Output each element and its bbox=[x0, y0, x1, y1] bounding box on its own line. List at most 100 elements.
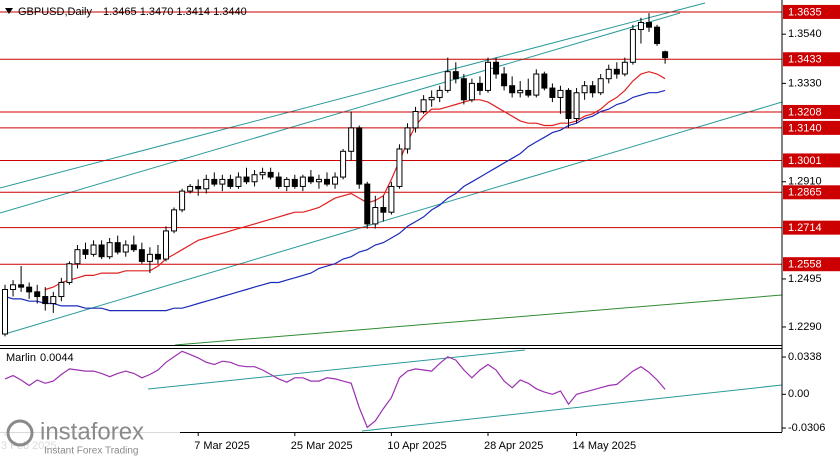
channel-line bbox=[0, 12, 681, 214]
watermark: instaforex Instant Forex Trading bbox=[0, 413, 180, 459]
moving-average bbox=[4, 89, 666, 312]
candle-body bbox=[517, 89, 524, 94]
candle-body bbox=[428, 96, 435, 101]
level-label-bg bbox=[783, 185, 840, 200]
candle-body bbox=[219, 178, 226, 185]
indicator-line bbox=[4, 350, 666, 429]
candle-body bbox=[557, 89, 564, 98]
candle-body bbox=[605, 68, 612, 80]
candle-body bbox=[436, 89, 443, 98]
candle-body bbox=[106, 242, 113, 258]
y-tick-label: 1.3540 bbox=[788, 28, 822, 40]
candle-body bbox=[396, 148, 403, 187]
candle-body bbox=[654, 26, 661, 45]
watermark-name: instaforex bbox=[40, 418, 144, 445]
level-label-bg bbox=[783, 104, 840, 119]
candle-body bbox=[509, 85, 516, 94]
candle-body bbox=[251, 174, 258, 183]
candles bbox=[2, 13, 669, 337]
level-label: 1.3433 bbox=[788, 54, 822, 66]
candle-body bbox=[195, 185, 202, 190]
x-tick-label: 7 Mar 2025 bbox=[194, 440, 250, 452]
candle-body bbox=[267, 171, 274, 178]
candle-body bbox=[227, 178, 234, 187]
candle-body bbox=[259, 171, 266, 176]
chart-subtitle: 1.3465 1.3470 1.3414 1.3440 bbox=[103, 6, 247, 18]
candle-body bbox=[18, 284, 25, 288]
candle-body bbox=[573, 92, 580, 120]
candle-body bbox=[243, 176, 250, 183]
candle-body bbox=[74, 249, 81, 265]
candle-body bbox=[597, 78, 604, 94]
candle-body bbox=[629, 29, 636, 63]
candle-body bbox=[26, 286, 33, 293]
chart-title: GBPUSD,Daily bbox=[18, 6, 92, 18]
candle-body bbox=[50, 296, 57, 305]
level-label: 1.3001 bbox=[788, 155, 822, 167]
candle-body bbox=[493, 61, 500, 75]
candle-body bbox=[138, 249, 145, 262]
level-label: 1.3208 bbox=[788, 106, 822, 118]
candle-body bbox=[380, 207, 387, 213]
candle-body bbox=[476, 82, 483, 91]
candle-body bbox=[549, 87, 556, 98]
candle-body bbox=[460, 78, 467, 101]
candle-body bbox=[372, 207, 379, 225]
candle-body bbox=[2, 288, 8, 335]
y-tick-label: -0.0306 bbox=[788, 422, 825, 434]
candle-body bbox=[324, 178, 330, 185]
y-tick-label: 0.0338 bbox=[788, 351, 822, 363]
candle-body bbox=[581, 85, 588, 94]
candle-body bbox=[420, 99, 427, 112]
level-label-bg bbox=[783, 52, 840, 67]
levels bbox=[0, 11, 782, 265]
candle-body bbox=[283, 178, 290, 187]
indicator-name: Marlin bbox=[6, 352, 36, 364]
candle-body bbox=[662, 51, 669, 59]
watermark-logo bbox=[6, 419, 34, 447]
candle-body bbox=[404, 127, 411, 150]
watermark-tagline: Instant Forex Trading bbox=[44, 446, 139, 457]
level-label-bg bbox=[783, 120, 840, 135]
x-tick-label: 10 Apr 2025 bbox=[387, 440, 446, 452]
candle-body bbox=[525, 89, 532, 96]
level-label-bg bbox=[783, 257, 840, 272]
candle-body bbox=[211, 178, 218, 185]
candle-body bbox=[444, 71, 451, 91]
candle-body bbox=[485, 61, 491, 91]
level-label: 1.3635 bbox=[788, 6, 822, 18]
channel-line bbox=[0, 2, 706, 189]
indicator bbox=[4, 350, 666, 429]
candle-body bbox=[412, 110, 419, 129]
watermark-bg bbox=[0, 413, 180, 459]
level-label: 1.3140 bbox=[788, 122, 822, 134]
candle-body bbox=[565, 89, 572, 120]
candle-body bbox=[58, 281, 65, 298]
candle-body bbox=[315, 178, 322, 183]
candle-body bbox=[533, 73, 540, 96]
candle-body bbox=[171, 209, 178, 232]
candle-body bbox=[364, 183, 371, 225]
candle-body bbox=[146, 253, 153, 262]
candle-body bbox=[348, 127, 355, 152]
candle-body bbox=[541, 73, 548, 89]
x-tick-label: 28 Apr 2025 bbox=[484, 440, 543, 452]
candle-body bbox=[275, 176, 282, 187]
candle-body bbox=[90, 244, 97, 255]
candle-body bbox=[163, 230, 169, 260]
candle-body bbox=[468, 82, 475, 101]
y-tick-label: 1.2910 bbox=[788, 176, 822, 188]
candle-body bbox=[637, 21, 644, 31]
candle-body bbox=[332, 176, 339, 185]
candle-body bbox=[299, 176, 306, 187]
candle-body bbox=[130, 244, 137, 251]
level-label: 1.2558 bbox=[788, 259, 822, 271]
trend-line bbox=[174, 294, 783, 346]
y-tick-label: 1.3330 bbox=[788, 77, 822, 89]
candle-body bbox=[307, 176, 314, 183]
y-tick-label: 0.00 bbox=[788, 388, 809, 400]
candle-body bbox=[356, 127, 363, 185]
